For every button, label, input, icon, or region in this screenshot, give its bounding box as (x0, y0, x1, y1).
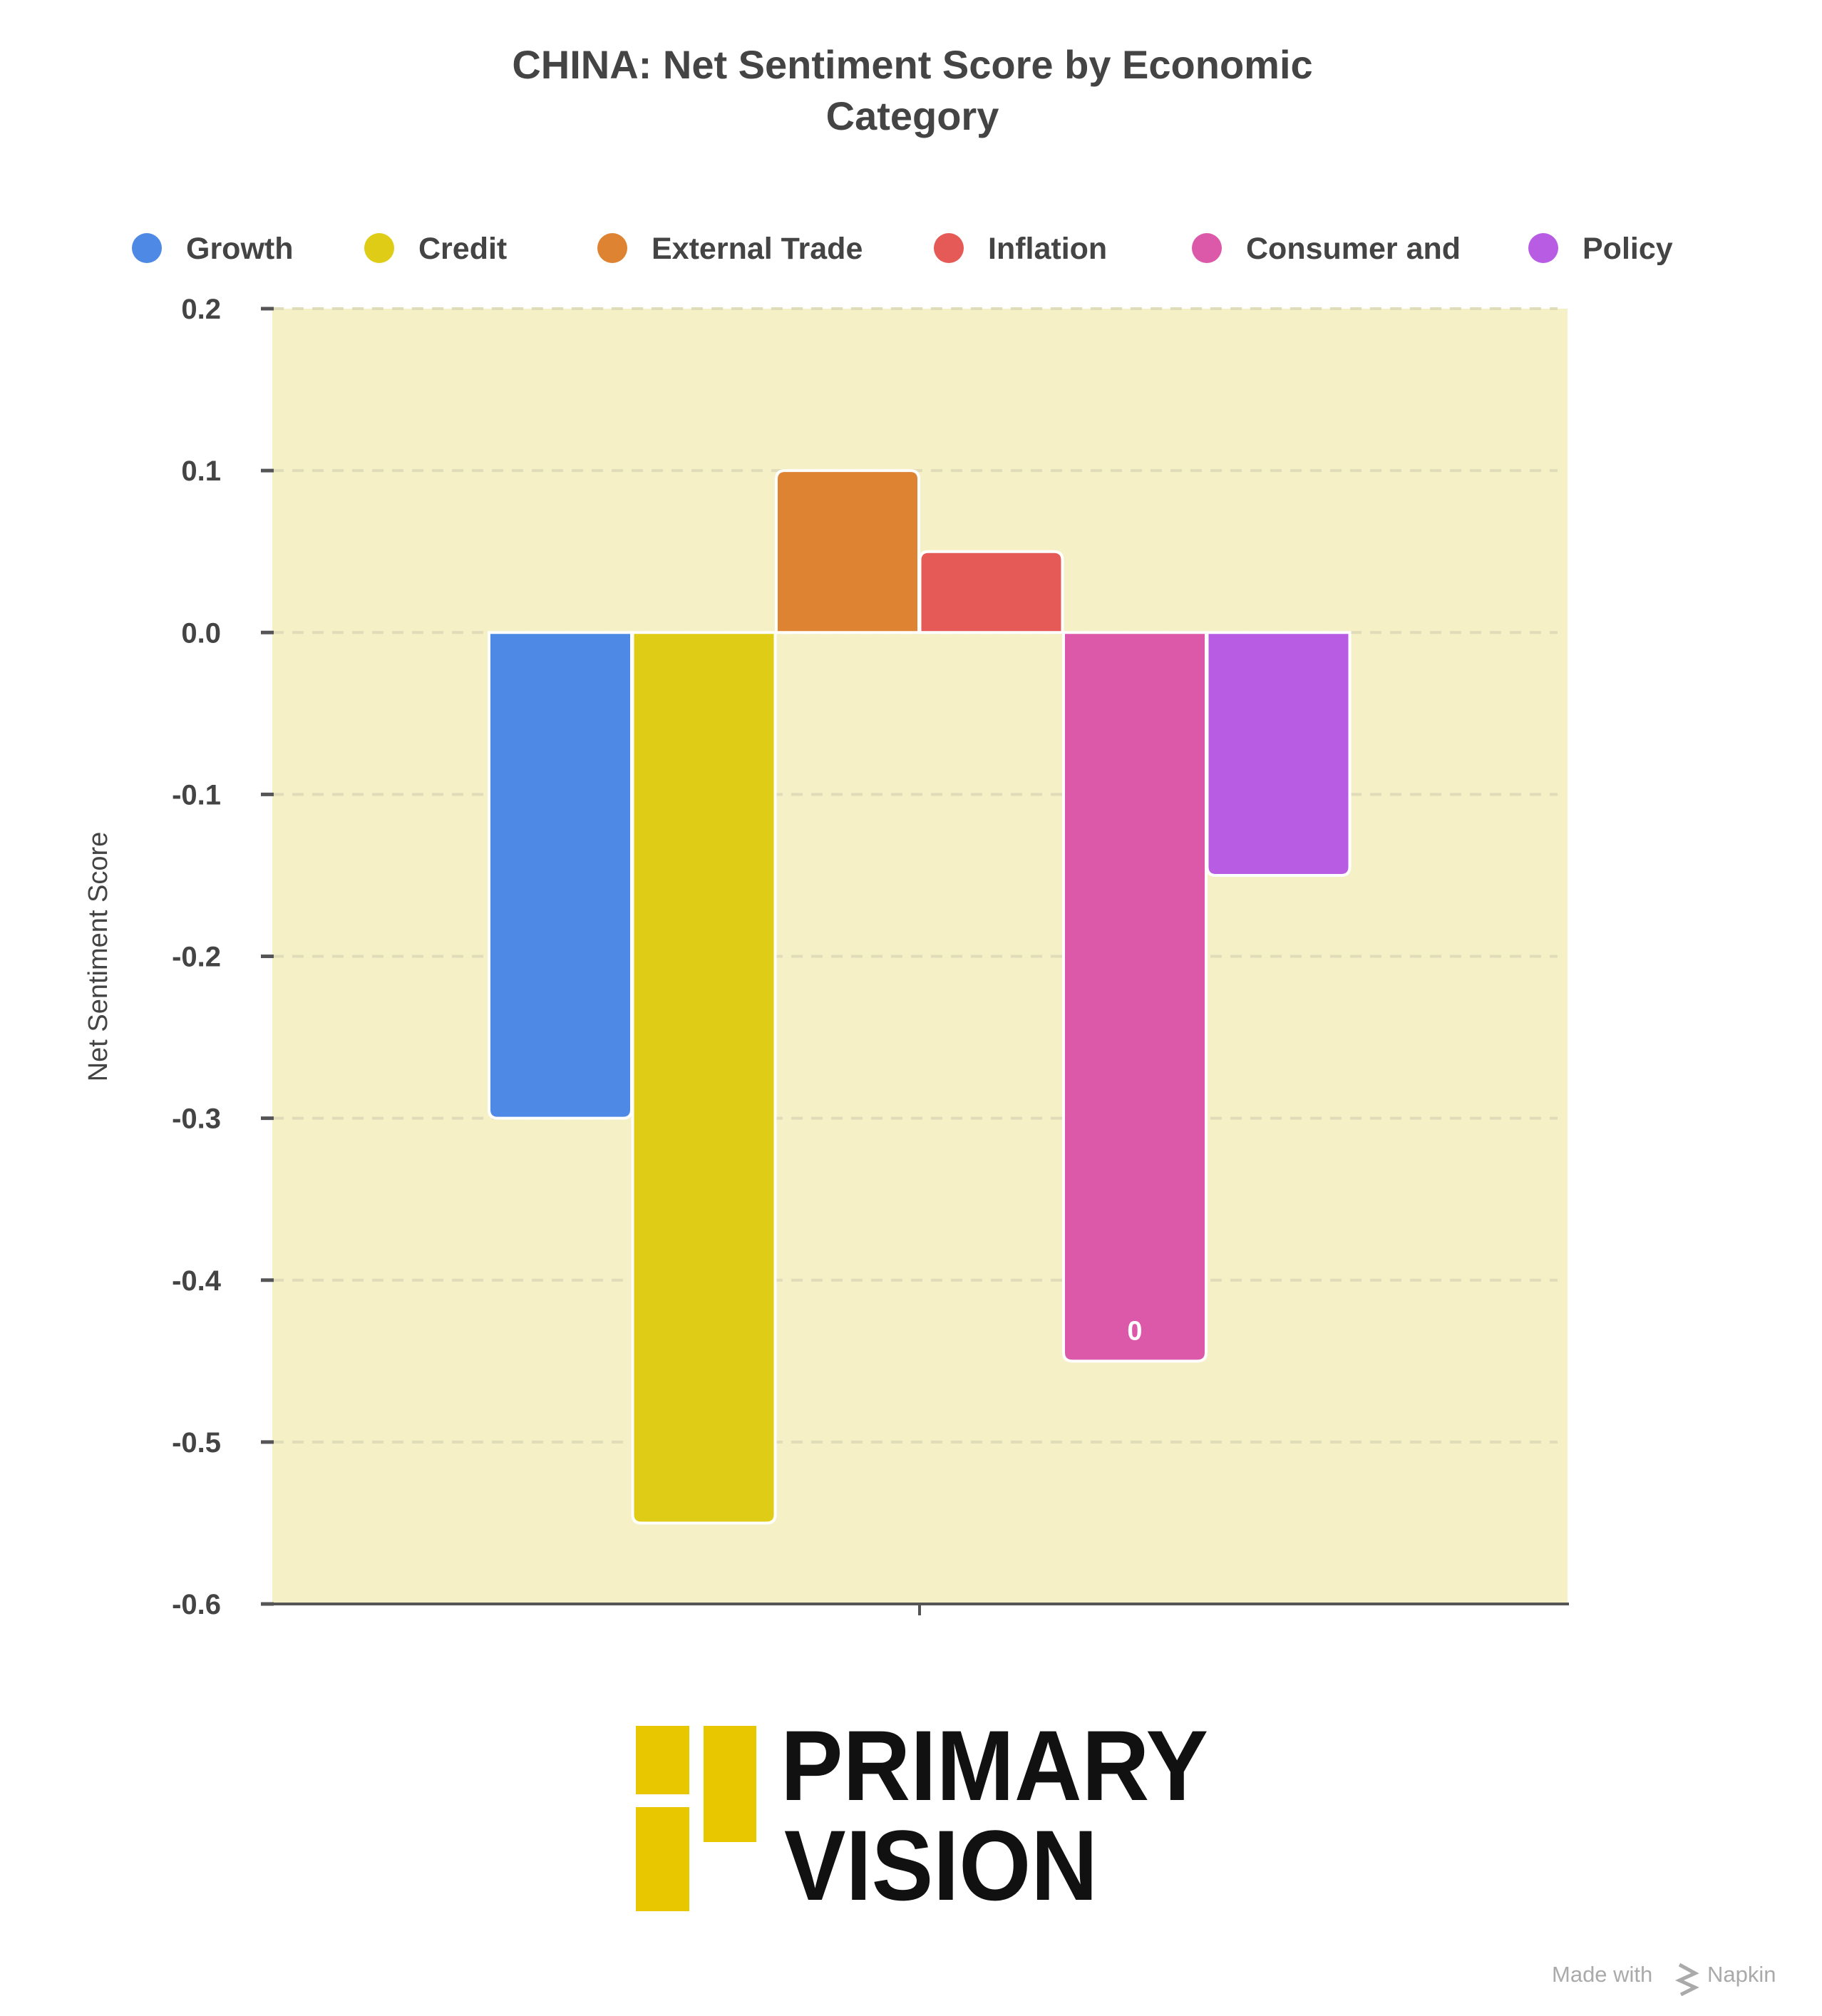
y-tick-label: -0.5 (172, 1427, 221, 1459)
legend-item-inflation[interactable]: Inflation (934, 232, 1107, 266)
chart-title-line-1: CHINA: Net Sentiment Score by Economic (512, 42, 1312, 87)
bar-credit[interactable] (631, 631, 777, 1525)
bar-data-label: 0 (1127, 1316, 1142, 1346)
logo-text-line-2: VISION (784, 1809, 1098, 1921)
logo-block (636, 1726, 689, 1794)
logo-block (704, 1726, 756, 1842)
primary-vision-logo: PRIMARY VISION (636, 1709, 1208, 1921)
legend-item-external-trade[interactable]: External Trade (597, 232, 863, 266)
bar-growth[interactable] (488, 631, 633, 1120)
bars: 0 (488, 469, 1352, 1525)
made-with-text: Made with (1552, 1962, 1652, 1987)
y-tick-label: 0.1 (181, 456, 221, 487)
legend-label: External Trade (652, 232, 863, 266)
legend-swatch-icon (934, 233, 964, 263)
legend-swatch-icon (364, 233, 394, 263)
chart-title-line-2: Category (826, 93, 999, 138)
bar-policy[interactable] (1205, 631, 1352, 877)
y-tick-label: 0.0 (181, 617, 221, 649)
legend-label: Inflation (988, 232, 1107, 266)
legend-label: Policy (1582, 232, 1673, 266)
y-tick-label: 0.2 (181, 294, 221, 325)
legend-item-consumer-and[interactable]: Consumer and (1192, 232, 1461, 266)
legend-item-growth[interactable]: Growth (132, 232, 293, 266)
y-tick-label: -0.2 (172, 942, 221, 973)
legend-item-policy[interactable]: Policy (1528, 232, 1673, 266)
legend-swatch-icon (597, 233, 627, 263)
y-axis-label: Net Sentiment Score (83, 832, 113, 1082)
legend: Growth Credit External Trade Inflation Consu… (132, 232, 1673, 266)
y-tick-label: -0.1 (172, 779, 221, 811)
legend-label: Consumer and (1246, 232, 1461, 266)
logo-block (636, 1807, 689, 1911)
legend-label: Growth (186, 232, 293, 266)
bar-external-trade[interactable] (775, 469, 920, 634)
y-tick-label: -0.6 (172, 1589, 221, 1620)
legend-label: Credit (418, 232, 507, 266)
made-with-napkin[interactable]: Made with Napkin (1552, 1962, 1776, 1997)
bar-consumer-and[interactable] (1062, 631, 1208, 1363)
legend-item-credit[interactable]: Credit (364, 232, 507, 266)
napkin-brand-text: Napkin (1707, 1962, 1776, 1987)
y-axis-ticks: 0.2 0.1 0.0 -0.1 -0.2 -0.3 -0.4 -0.5 -0.6 (172, 294, 274, 1620)
logo-text-line-1: PRIMARY (781, 1709, 1208, 1821)
legend-swatch-icon (1192, 233, 1222, 263)
napkin-icon (1674, 1963, 1699, 1997)
legend-swatch-icon (1528, 233, 1558, 263)
y-tick-label: -0.3 (172, 1104, 221, 1135)
y-tick-label: -0.4 (172, 1265, 222, 1297)
bar-inflation[interactable] (918, 550, 1064, 634)
legend-swatch-icon (132, 233, 162, 263)
